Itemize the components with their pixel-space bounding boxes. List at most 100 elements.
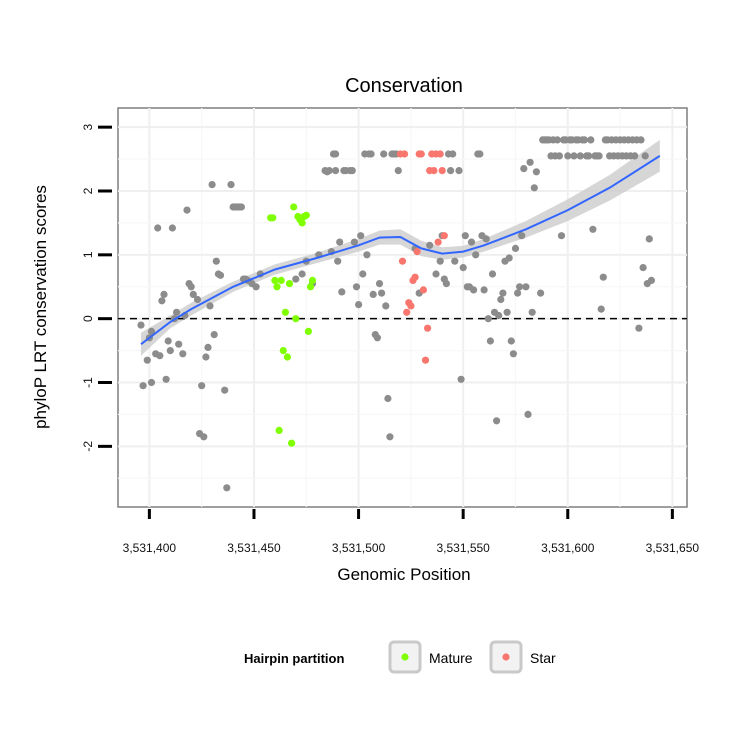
data-point-other <box>503 308 511 316</box>
data-point-other <box>635 324 643 332</box>
series-star <box>396 150 448 364</box>
plot-panel <box>117 107 688 508</box>
data-point-other <box>514 289 522 297</box>
data-point-other <box>426 241 434 249</box>
data-point-other <box>200 433 208 441</box>
data-point-other <box>557 232 566 240</box>
data-point-mature <box>306 283 315 291</box>
smooth-trend-line <box>140 155 661 345</box>
data-point-other <box>378 289 386 297</box>
data-point-other <box>472 251 480 259</box>
data-point-other <box>585 152 593 160</box>
data-point-other <box>183 206 191 214</box>
data-point-other <box>162 375 170 383</box>
data-point-other <box>637 136 645 144</box>
data-point-other <box>509 350 517 358</box>
data-point-other <box>564 152 572 160</box>
data-point-other <box>526 158 534 166</box>
data-point-other <box>511 244 520 252</box>
data-point-star <box>401 150 409 158</box>
legend: Hairpin partition Mature Star <box>244 640 556 674</box>
data-point-mature <box>271 276 279 284</box>
data-point-mature <box>277 276 285 284</box>
data-point-other <box>459 264 467 272</box>
data-point-other <box>348 167 356 175</box>
data-point-mature <box>302 211 310 219</box>
data-point-other <box>486 337 494 345</box>
x-tick-label: 3,531,550 <box>436 541 490 555</box>
data-point-other <box>202 353 210 361</box>
data-point-mature <box>275 426 283 434</box>
data-point-other <box>210 331 218 339</box>
data-point-other <box>599 273 607 281</box>
x-tick-label: 3,531,450 <box>227 541 281 555</box>
data-point-other <box>334 257 342 265</box>
data-point-other <box>367 150 375 158</box>
data-point-other <box>325 167 333 175</box>
y-tick-label: 1 <box>81 251 95 258</box>
data-point-other <box>461 232 469 240</box>
legend-entry-star: Star <box>489 640 556 674</box>
data-point-other <box>137 321 145 329</box>
legend-title: Hairpin partition <box>244 651 344 666</box>
data-point-other <box>432 270 440 278</box>
data-point-star <box>413 248 421 256</box>
data-point-other <box>369 290 377 298</box>
data-point-other <box>576 152 584 160</box>
data-point-other <box>447 167 455 175</box>
data-point-mature <box>273 283 281 291</box>
data-point-other <box>298 270 306 278</box>
data-point-other <box>528 308 536 316</box>
data-point-other <box>495 311 503 320</box>
data-point-other <box>484 315 492 323</box>
data-point-other <box>208 181 216 189</box>
data-point-other <box>166 347 174 355</box>
data-point-other <box>537 289 545 297</box>
data-point-mature <box>298 219 306 227</box>
data-point-other <box>338 288 346 296</box>
data-point-other <box>597 305 605 313</box>
data-point-other <box>639 264 647 272</box>
data-point-other <box>158 297 166 305</box>
data-point-other <box>359 270 367 278</box>
data-point-other <box>198 382 206 390</box>
data-point-star <box>417 150 425 158</box>
data-point-other <box>216 271 225 279</box>
data-point-other <box>631 152 639 160</box>
data-point-other <box>470 286 478 294</box>
data-point-other <box>237 203 245 211</box>
chart-title: Conservation <box>345 75 463 97</box>
data-point-other <box>179 350 187 358</box>
y-tick-label: 3 <box>81 123 95 130</box>
y-tick-label: 0 <box>81 315 95 322</box>
legend-entry-mature: Mature <box>388 640 473 674</box>
data-point-other <box>156 352 164 360</box>
data-point-other <box>352 283 361 291</box>
data-point-other <box>189 290 197 298</box>
data-point-other <box>442 280 450 288</box>
data-point-other <box>160 290 168 298</box>
data-point-mature <box>283 353 291 361</box>
data-point-mature <box>304 327 312 335</box>
series-mature <box>267 203 317 447</box>
data-point-other <box>476 150 484 158</box>
data-point-mature <box>279 347 287 355</box>
data-point-other <box>553 136 561 144</box>
data-point-star <box>434 238 442 246</box>
data-point-star <box>438 167 446 175</box>
data-point-star <box>411 273 419 281</box>
data-point-other <box>457 375 465 383</box>
data-point-other <box>580 136 589 144</box>
data-point-other <box>645 235 653 243</box>
data-point-other <box>507 337 515 345</box>
data-point-star <box>440 232 448 240</box>
data-point-other <box>480 286 488 294</box>
data-point-other <box>227 181 235 189</box>
data-point-star <box>419 286 427 294</box>
data-point-other <box>147 327 156 335</box>
data-point-other <box>493 417 501 425</box>
data-point-other <box>212 257 220 265</box>
data-point-other <box>147 378 156 387</box>
data-point-other <box>175 340 183 348</box>
